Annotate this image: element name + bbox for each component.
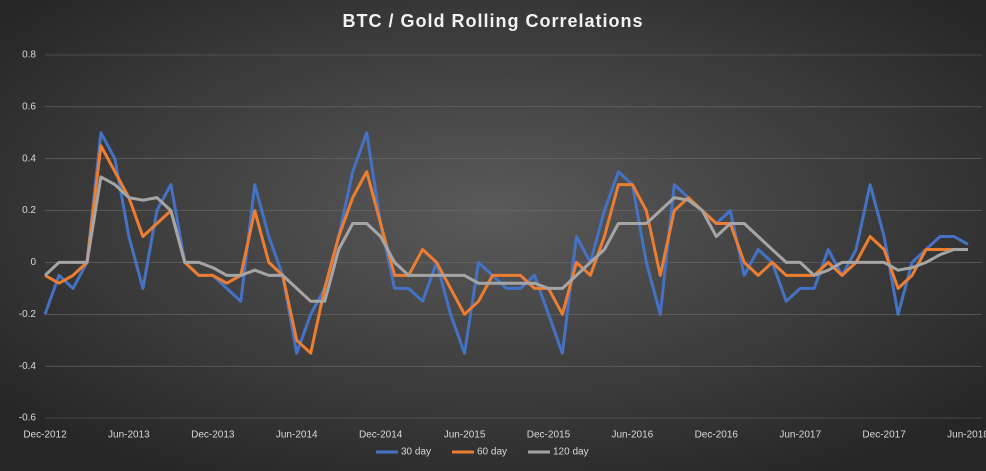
x-tick-label: Dec-2017 <box>862 430 906 441</box>
x-tick-label: Dec-2014 <box>359 430 403 441</box>
series-line <box>43 175 968 303</box>
legend: 30 day 60 day 120 day <box>376 447 589 458</box>
y-tick-label: -0.4 <box>19 361 37 372</box>
legend-label: 60 day <box>477 447 507 458</box>
y-tick-label: 0.8 <box>22 50 36 61</box>
y-tick-label: 0.4 <box>22 153 36 164</box>
x-tick-label: Jun-2017 <box>779 430 821 441</box>
y-tick-label: -0.6 <box>19 413 37 424</box>
y-tick-label: -0.2 <box>19 309 37 320</box>
chart-title: BTC / Gold Rolling Correlations <box>343 11 644 31</box>
x-tick-label: Dec-2013 <box>191 430 235 441</box>
legend-label: 30 day <box>401 447 431 458</box>
x-tick-label: Jun-2014 <box>276 430 318 441</box>
x-tick-label: Jun-2013 <box>108 430 150 441</box>
x-tick-label: Dec-2015 <box>527 430 571 441</box>
x-tick-label: Dec-2012 <box>23 430 67 441</box>
x-tick-label: Jun-2018 <box>947 430 986 441</box>
y-tick-label: 0.2 <box>22 205 36 216</box>
y-tick-label: 0.6 <box>22 101 36 112</box>
legend-label: 120 day <box>553 447 589 458</box>
x-tick-label: Jun-2016 <box>612 430 654 441</box>
y-tick-label: 0 <box>30 257 36 268</box>
x-tick-label: Jun-2015 <box>444 430 486 441</box>
x-tick-label: Dec-2016 <box>695 430 739 441</box>
